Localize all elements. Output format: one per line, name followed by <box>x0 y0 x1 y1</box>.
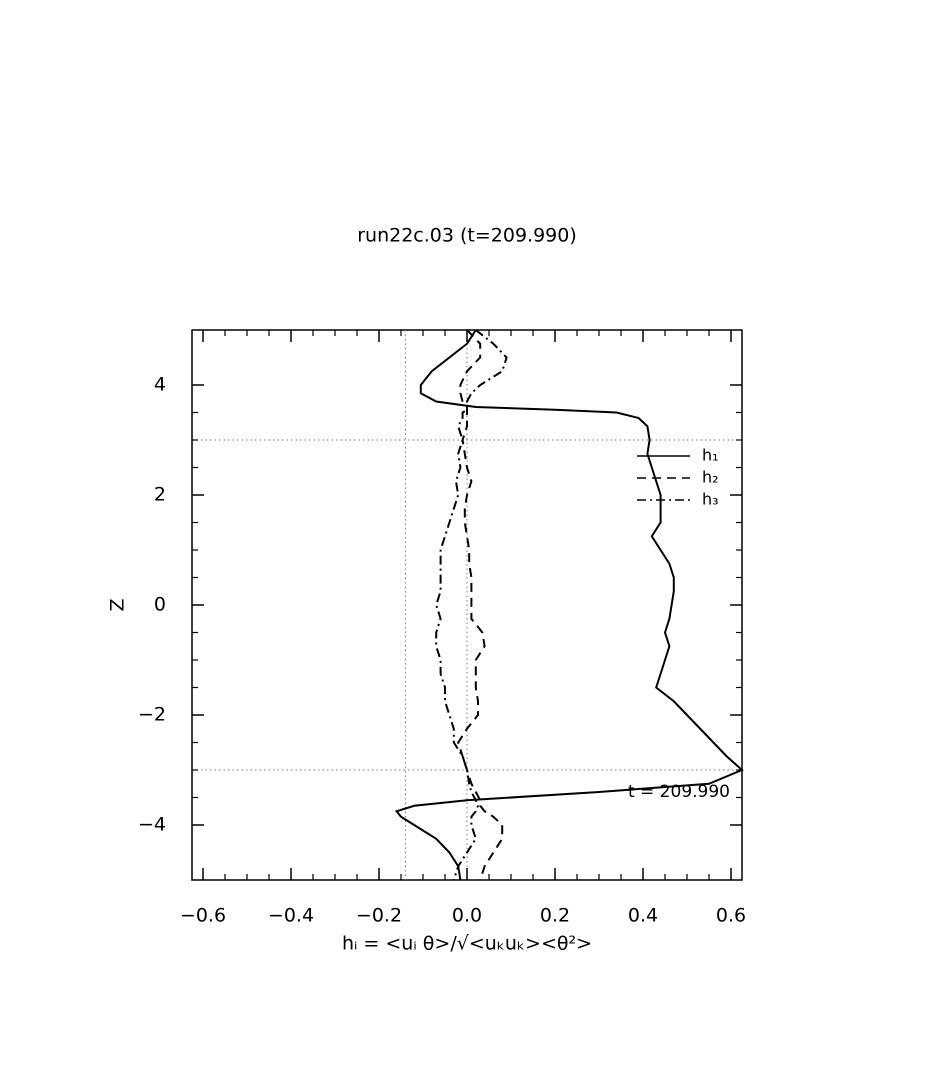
x-tick-label: −0.4 <box>268 905 314 927</box>
x-tick-label: 0.2 <box>540 905 570 927</box>
x-axis-label: hᵢ = <uᵢ θ>/√<uₖuₖ><θ²> <box>342 933 592 955</box>
series-line <box>457 329 504 881</box>
x-tick-label: 0.0 <box>452 905 482 927</box>
y-tick-label: −2 <box>138 704 166 726</box>
x-tick-label: −0.6 <box>180 905 226 927</box>
x-tick-label: 0.6 <box>716 905 746 927</box>
y-tick-label: 2 <box>154 484 166 506</box>
series-line <box>394 329 744 881</box>
x-tick-label: 0.4 <box>628 905 658 927</box>
legend-label: h₃ <box>702 490 719 509</box>
legend-label: h₂ <box>702 468 719 487</box>
x-tick-label: −0.2 <box>356 905 402 927</box>
y-axis-label: Z <box>107 598 129 611</box>
chart-title: run22c.03 (t=209.990) <box>357 225 577 247</box>
y-tick-label: 0 <box>154 594 166 616</box>
y-tick-label: −4 <box>138 814 166 836</box>
legend-label: h₁ <box>702 446 719 465</box>
series-line <box>435 329 508 881</box>
y-tick-label: 4 <box>154 374 166 396</box>
